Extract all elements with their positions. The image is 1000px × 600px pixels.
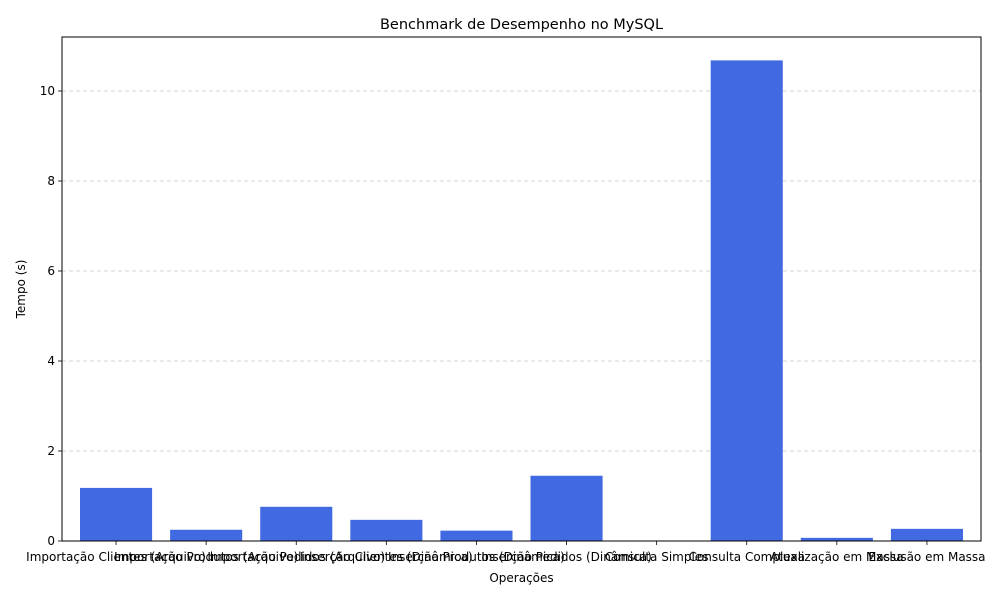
x-tick-label: Importação Clientes (Arquivo) [26, 550, 206, 564]
x-tick-label: Exclusão em Massa [868, 550, 985, 564]
y-tick-label: 10 [40, 84, 55, 98]
y-axis-ticks: 0 2 4 6 8 10 [40, 84, 62, 548]
x-tick-label: Importação Pedidos (Arquivo) [207, 550, 385, 564]
x-axis-ticks: Importação Clientes (Arquivo)Importação … [26, 541, 986, 564]
bar [170, 529, 243, 541]
y-tick-label: 4 [47, 354, 55, 368]
y-tick-label: 2 [47, 444, 55, 458]
x-axis-title: Operações [489, 571, 553, 585]
x-tick-label: Inserção Produtos (Dinâmica) [388, 550, 565, 564]
bar [440, 530, 513, 541]
grid-layer [62, 90, 981, 452]
y-tick-label: 6 [47, 264, 55, 278]
bar [530, 475, 603, 541]
x-tick-label: Inserção Pedidos (Dinâmica) [481, 550, 652, 564]
bar [260, 506, 333, 541]
x-tick-label: Inserção Clientes (Dinâmica) [300, 550, 473, 564]
x-tick-label: Consulta Simples [605, 550, 709, 564]
bar-layer [80, 60, 963, 542]
x-tick-label: Importação Produtos (Arquivo) [114, 550, 298, 564]
chart-title: Benchmark de Desempenho no MySQL [380, 17, 663, 33]
plot-frame [61, 36, 982, 542]
y-axis-title: Tempo (s) [14, 260, 28, 320]
bar [350, 519, 423, 541]
y-tick-label: 8 [47, 174, 55, 188]
y-tick-label: 0 [47, 534, 55, 548]
x-tick-label: Consulta Complexa [689, 550, 805, 564]
x-tick-label: Atualização em Massa [770, 550, 904, 564]
bar [800, 537, 873, 541]
bar [80, 487, 153, 541]
bar [890, 528, 963, 541]
bar [710, 60, 783, 542]
